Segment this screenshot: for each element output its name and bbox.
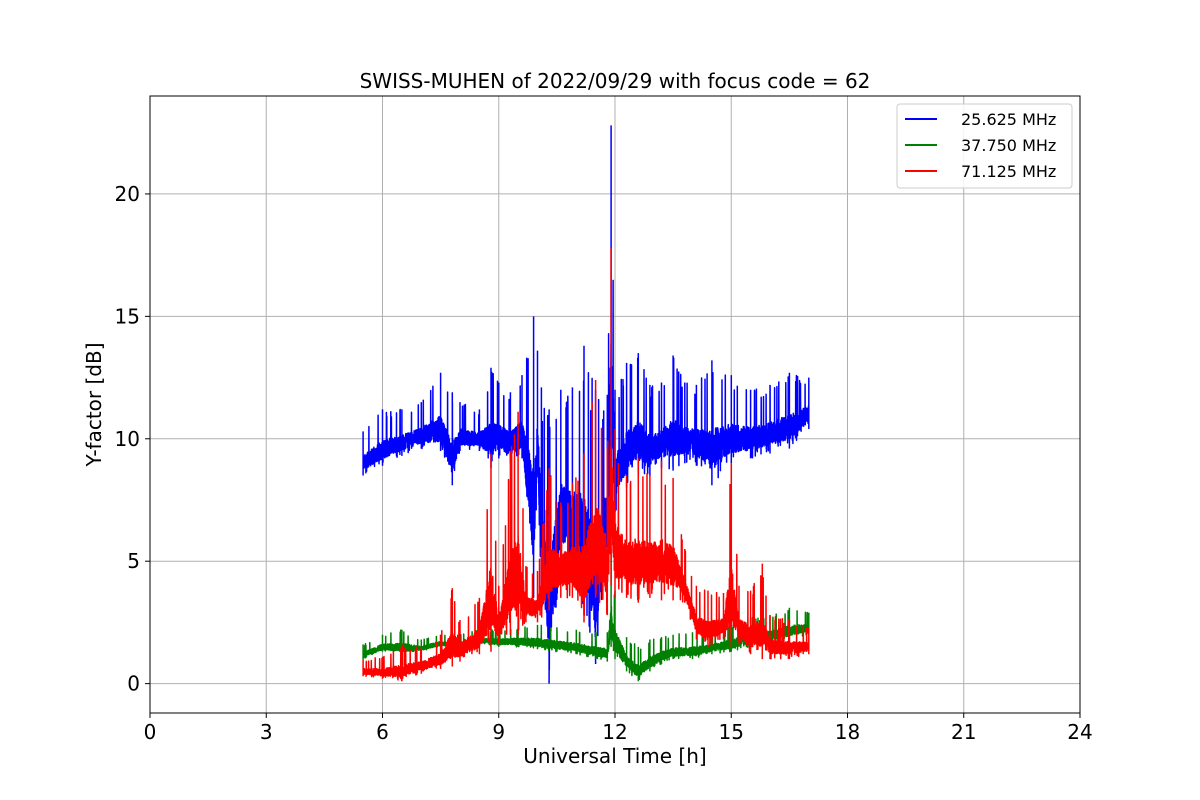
x-tick-label: 18 [835,720,860,744]
x-tick-label: 0 [144,720,157,744]
ticks: 0 3 6 9 12 15 18 21 24 0 5 10 15 20 [115,182,1093,744]
y-tick-label: 20 [115,182,140,206]
x-axis-label: Universal Time [h] [523,744,706,768]
x-tick-label: 24 [1067,720,1092,744]
chart-title: SWISS-MUHEN of 2022/09/29 with focus cod… [360,69,871,93]
legend-box [896,103,1073,189]
y-tick-label: 15 [115,304,140,328]
x-tick-label: 6 [376,720,389,744]
x-tick-label: 12 [602,720,627,744]
y-tick-label: 10 [115,427,140,451]
legend-label: 25.625 MHz [961,110,1056,129]
legend-label: 71.125 MHz [961,162,1056,181]
y-tick-label: 5 [127,549,140,573]
y-tick-label: 0 [127,672,140,696]
x-tick-label: 21 [951,720,976,744]
series-layer [362,125,810,684]
x-tick-label: 3 [260,720,273,744]
series-line [362,247,810,682]
y-axis-label: Y-factor [dB] [82,342,106,467]
legend-label: 37.750 MHz [961,136,1056,155]
x-tick-label: 9 [492,720,505,744]
legend: 25.625 MHz 37.750 MHz 71.125 MHz [896,103,1073,189]
x-tick-label: 15 [719,720,744,744]
